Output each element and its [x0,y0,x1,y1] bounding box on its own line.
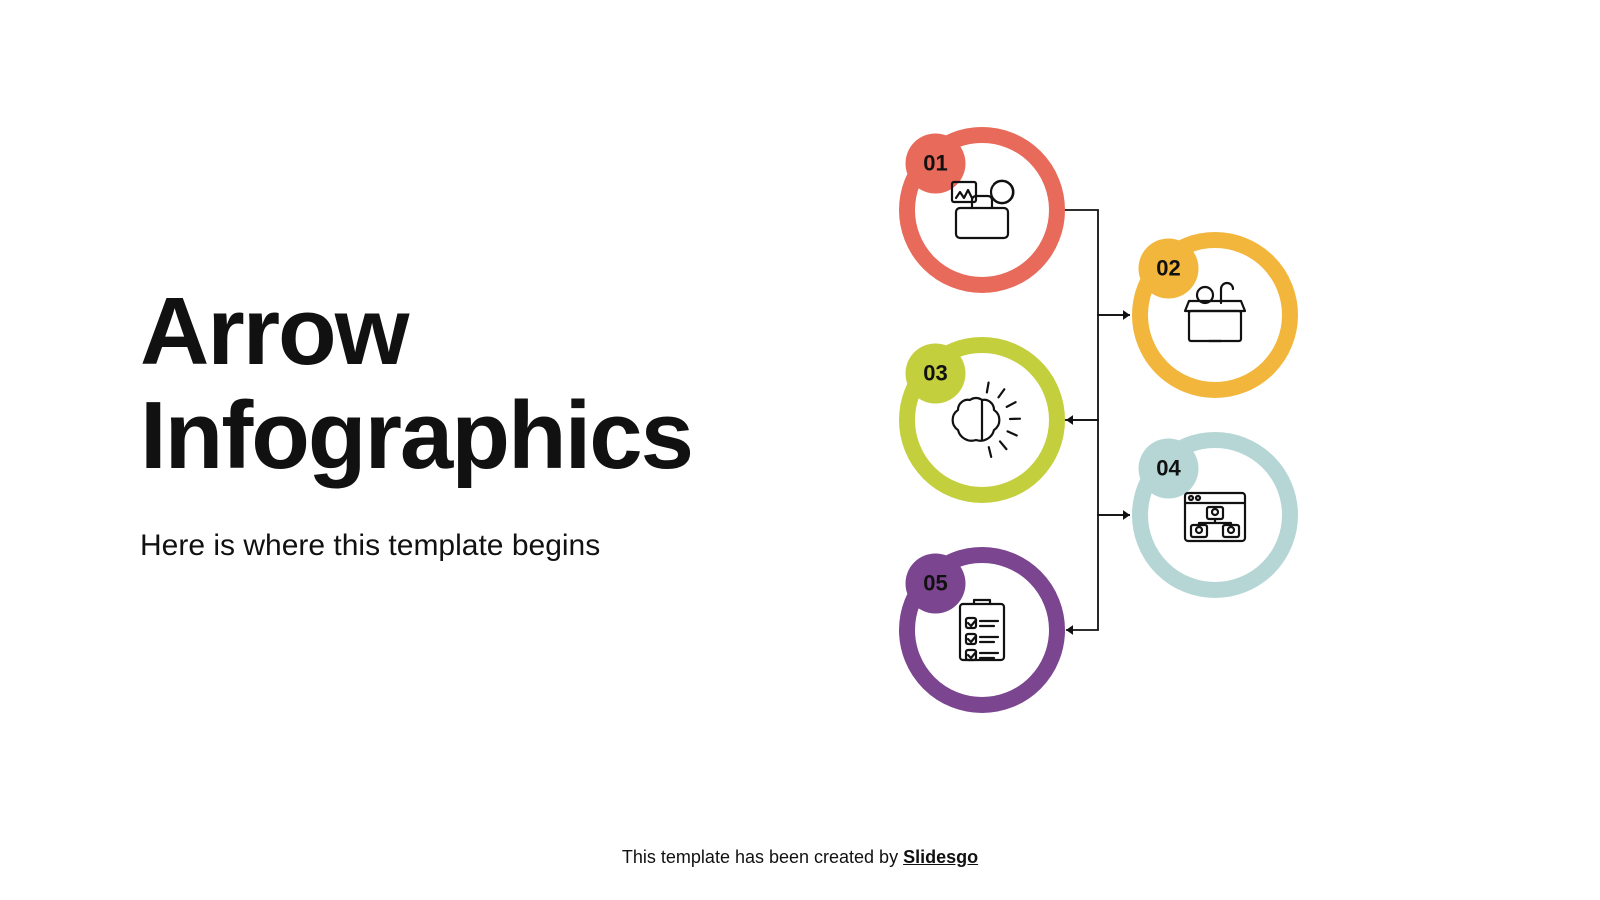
slide: Arrow Infographics Here is where this te… [0,0,1600,900]
svg-text:05: 05 [923,570,947,595]
node-04: 04 [1139,439,1291,591]
page-title: Arrow Infographics [140,280,692,487]
title-line-1: Arrow [140,278,407,385]
title-line-2: Infographics [140,382,692,489]
svg-text:03: 03 [923,360,947,385]
node-01: 01 [906,134,1058,286]
node-02: 02 [1139,239,1291,391]
node-05: 05 [906,554,1058,706]
heading-block: Arrow Infographics Here is where this te… [140,280,692,563]
footer-brand: Slidesgo [903,847,978,867]
svg-text:04: 04 [1156,455,1181,480]
footer: This template has been created by Slides… [0,847,1600,868]
node-03: 03 [906,344,1058,496]
svg-text:02: 02 [1156,255,1180,280]
footer-prefix: This template has been created by [622,847,903,867]
page-subtitle: Here is where this template begins [140,529,692,563]
arrow-infographic-diagram: 01 02 03 04 05 [870,110,1390,750]
svg-text:01: 01 [923,150,947,175]
